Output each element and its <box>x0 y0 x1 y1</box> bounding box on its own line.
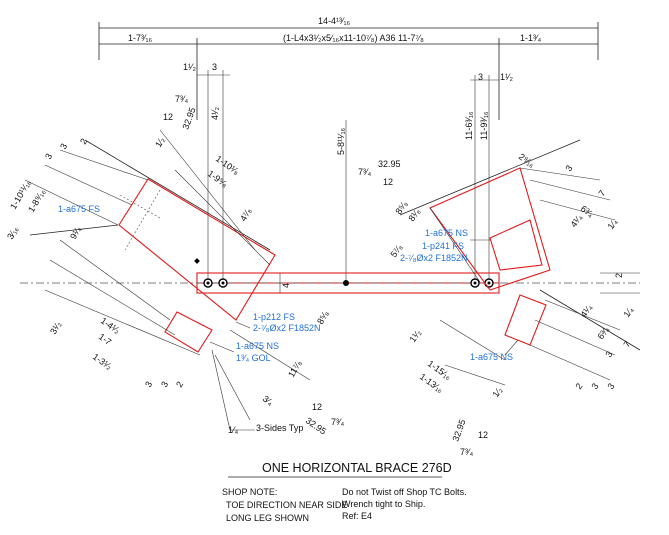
right-bottom-12: 12 <box>478 430 488 440</box>
left-dim-1-3-1: 1-3¹⁄₂ <box>91 351 114 372</box>
work-point <box>194 258 200 264</box>
label-right-a675-ns: 1-a675 NS <box>425 228 468 238</box>
center-mark <box>343 280 349 286</box>
right-dim-3-b: 3 <box>603 349 614 359</box>
label-left-bolts: 2-⁷⁄₈Øx2 F1852N <box>253 323 321 333</box>
shop-note-heading: SHOP NOTE: <box>222 487 277 497</box>
left-offset: 1-7³⁄₁₆ <box>128 33 153 43</box>
left-dim-1-2: 1⁄₂ <box>153 135 167 149</box>
left-bottom-12: 12 <box>312 402 322 412</box>
right-dim-1-5: 1¹⁄₂ <box>407 327 423 344</box>
right-dim-8-5: 8⁵⁄₈ <box>393 199 409 216</box>
bolt-hole <box>221 281 225 285</box>
right-gusset: 32.95 7³⁄₄ 12 2⁹⁄₁₆ 3 7 6³⁄₄ 4¹⁄₄ 1⁄₄ 8⁵… <box>358 139 641 457</box>
left-dim-b2: 2 <box>174 380 185 389</box>
left-dim-1-8-9: 1-8⁹⁄₁₆ <box>26 187 47 214</box>
left-bottom-7-3-4: 7³⁄₄ <box>331 417 345 427</box>
top-dim-11-6: 11-6³⁄₁₆ <box>464 111 474 140</box>
wrench-note: Wrench tight to Ship. <box>342 499 425 509</box>
right-dim-1-4: 1⁄₄ <box>605 217 619 231</box>
leg-dim-4: 4 <box>281 283 291 288</box>
label-right-bolts: 2-⁷⁄₈Øx2 F1852N <box>400 253 468 263</box>
left-dim-3-5: 3¹⁄₂ <box>48 319 63 336</box>
right-dim-8-1: 8¹⁄₈ <box>406 206 422 223</box>
right-dim-7-b: 7 <box>621 339 632 349</box>
right-dim-1-2: 1⁄₂ <box>490 385 504 399</box>
right-dim-4-1: 4¹⁄₄ <box>568 212 584 229</box>
label-gol: 1³⁄₄ GOL <box>236 353 271 363</box>
right-bevel-12: 12 <box>383 177 393 187</box>
top-dim-left-1-5: 1¹⁄₂ <box>183 62 197 72</box>
right-dim-2-9: 2⁹⁄₁₆ <box>517 151 537 169</box>
bolt-hole <box>473 281 477 285</box>
twist-note: Do not Twist off Shop TC Bolts. <box>342 487 467 497</box>
left-dim-4-7: 4⁷⁄₈ <box>238 206 254 223</box>
label-right-a675-ns-2: 1-a675 NS <box>470 352 513 362</box>
left-dim-b3a: 3 <box>143 380 154 389</box>
overall-length: 14-4¹³⁄₁₆ <box>318 16 351 26</box>
label-p212-fs: 1-p212 FS <box>253 312 295 322</box>
right-dim-7: 7 <box>596 188 607 198</box>
angle-member: 2 4 <box>20 258 640 294</box>
bolt-hole <box>487 281 491 285</box>
left-dim-3-4: 3⁄₄ <box>261 393 275 407</box>
right-dim-1-4-b: 1⁄₄ <box>621 305 635 319</box>
left-dim-1-9-5: 1-9⁵⁄₈ <box>206 168 230 189</box>
overall-dimensions: 14-4¹³⁄₁₆ 1-7³⁄₁₆ (1-L4x3¹⁄₂x5⁄₁₆x11-10⁷… <box>98 16 599 120</box>
right-bottom-32-95: 32.95 <box>450 418 467 443</box>
top-dim-left-3: 3 <box>212 62 217 72</box>
right-dim-2-b: 2 <box>573 381 584 391</box>
top-dim-11-9: 11-9³⁄₁₆ <box>479 111 489 140</box>
right-dim-3-d: 3 <box>605 381 616 391</box>
right-bottom-7-3-4: 7³⁄₄ <box>460 447 474 457</box>
label-p241-fs: 1-p241 FS <box>422 241 464 251</box>
top-dim-4-5: 4¹⁄₂ <box>210 106 220 120</box>
left-dim-3-16: 3⁄₁₆ <box>5 224 20 241</box>
long-leg-note: LONG LEG SHOWN <box>226 513 309 523</box>
left-dim-b3b: 3 <box>159 380 170 389</box>
top-dim-center: 5-8¹¹⁄₁₆ <box>336 127 346 155</box>
right-dim-3-c: 3 <box>589 381 600 391</box>
right-offset: 1-1³⁄₄ <box>520 33 542 43</box>
weld-note: 3-Sides Typ <box>256 423 303 433</box>
label-left-a675-fs: 1-a675 FS <box>58 204 100 214</box>
right-bevel-32-95: 32.95 <box>378 159 401 169</box>
label-left-a675-ns: 1-a675 NS <box>236 341 279 351</box>
left-bevel-12: 12 <box>163 112 173 122</box>
weld-size: 1⁄₄ <box>228 425 239 435</box>
top-dim-right-1-5: 1¹⁄₂ <box>500 72 514 82</box>
left-dim-2: 2 <box>78 137 89 146</box>
top-dim-right-3: 3 <box>478 72 483 82</box>
left-bottom-32-95: 32.95 <box>304 415 328 436</box>
left-dim-3b: 3 <box>43 152 54 161</box>
left-dim-1-7: 1-7 <box>97 331 113 347</box>
left-gusset: 7³⁄₄ 12 32.95 2 3 3 1⁄₂ 1-10¹¹⁄₁₆ 1-8⁹⁄₁… <box>5 94 344 437</box>
right-dim-4-1-b: 4¹⁄₄ <box>578 302 594 319</box>
right-bevel-7-3-4: 7³⁄₄ <box>358 167 372 177</box>
left-bevel-32-95: 32.95 <box>180 106 197 131</box>
title-block: ONE HORIZONTAL BRACE 276D SHOP NOTE: TOE… <box>222 461 467 523</box>
right-dim-6-3-b: 6³⁄₄ <box>595 324 611 341</box>
left-bevel-7-3-4: 7³⁄₄ <box>175 94 189 104</box>
right-dim-3: 3 <box>563 163 574 173</box>
reference-note: Ref: E4 <box>342 511 372 521</box>
bolt-hole <box>206 281 210 285</box>
left-dim-11-7: 11⁷⁄₈ <box>286 358 304 379</box>
right-leg-2: 2 <box>614 273 624 278</box>
member-description: (1-L4x3¹⁄₂x5⁄₁₆x11-10⁷⁄₈) A36 11-7⁷⁄₈ <box>283 33 424 43</box>
left-dim-3a: 3 <box>58 142 69 151</box>
toe-direction-note: TOE DIRECTION NEAR SIDE <box>226 500 347 510</box>
left-dim-9-1: 9¹⁄₄ <box>68 224 83 241</box>
drawing-title: ONE HORIZONTAL BRACE 276D <box>262 461 452 475</box>
